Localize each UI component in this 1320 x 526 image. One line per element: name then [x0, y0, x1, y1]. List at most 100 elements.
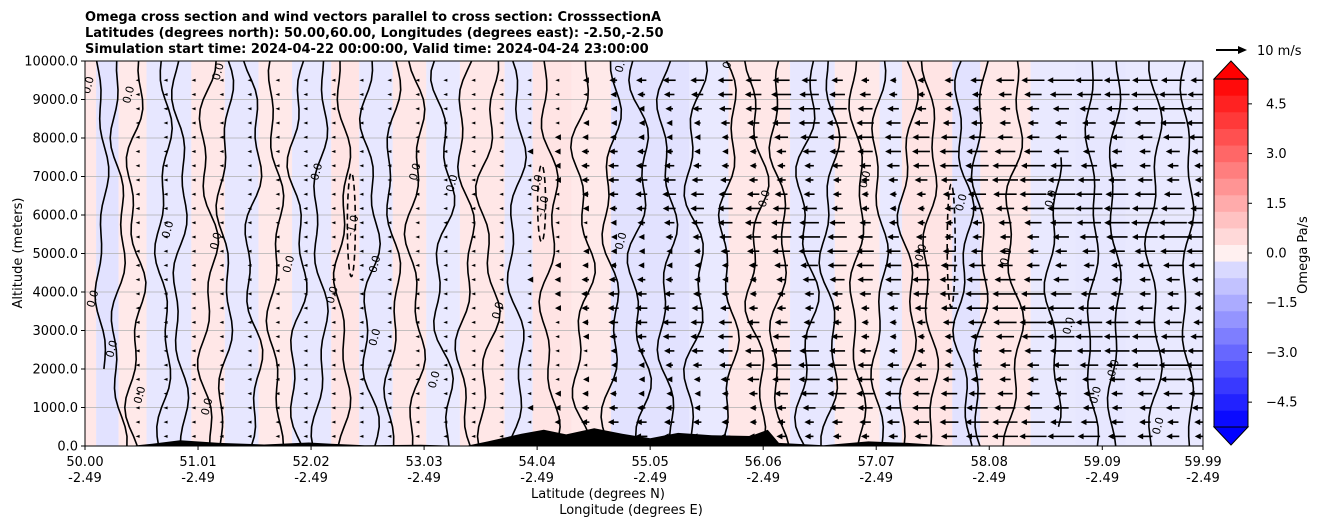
wind-vector: [992, 162, 1018, 169]
wind-vector-head: [471, 278, 476, 282]
wind-vector: [999, 248, 1011, 255]
wind-vector-head: [555, 78, 560, 82]
wind-vector-head: [387, 263, 392, 267]
wind-vector: [583, 363, 588, 367]
wind-vector: [1137, 433, 1153, 440]
wind-vector: [611, 362, 618, 369]
wind-vector: [749, 404, 757, 411]
wind-vector: [694, 390, 701, 397]
wind-vector: [527, 377, 532, 381]
wind-vector-head: [798, 376, 805, 383]
wind-vector: [135, 406, 140, 410]
wind-vector-head: [443, 335, 448, 339]
wind-vector-head: [1079, 105, 1086, 112]
wind-vector: [387, 263, 392, 267]
wind-vector-head: [581, 419, 588, 426]
contour-line-zero: [403, 61, 427, 446]
wind-vector: [527, 92, 532, 96]
wind-vector: [1110, 290, 1124, 297]
wind-vector-head: [829, 276, 836, 283]
wind-vector-head: [331, 107, 336, 111]
wind-vector: [1019, 176, 1047, 183]
wind-vector: [1111, 262, 1123, 269]
wind-vector: [798, 376, 820, 383]
wind-vector-head: [748, 134, 755, 141]
wind-vector: [917, 91, 925, 98]
wind-vector: [857, 362, 873, 369]
wind-vector-head: [415, 377, 420, 381]
wind-vector-head: [884, 134, 891, 141]
wind-vector-head: [636, 77, 643, 84]
wind-vector-head: [443, 192, 448, 196]
wind-vector: [1160, 376, 1186, 383]
wind-vector: [965, 176, 989, 183]
wind-vector: [691, 347, 704, 354]
wind-vector-head: [135, 292, 140, 296]
wind-vector-head: [1158, 347, 1165, 354]
wind-vector-head: [692, 162, 699, 169]
wind-vector: [331, 178, 336, 182]
wind-vector: [1139, 276, 1151, 283]
wind-vector-head: [885, 148, 892, 155]
wind-vector: [499, 392, 504, 396]
wind-vector: [583, 235, 588, 239]
wind-vector: [331, 320, 336, 324]
wind-vector: [331, 420, 336, 424]
wind-vector-head: [163, 178, 168, 182]
wind-vector-head: [527, 263, 532, 267]
wind-vector-head: [970, 119, 977, 126]
wind-vector-head: [748, 176, 755, 183]
wind-vector: [191, 221, 196, 225]
wind-vector-head: [857, 233, 864, 240]
wind-vector: [359, 164, 364, 168]
wind-vector: [387, 78, 392, 82]
wind-vector-head: [471, 349, 476, 353]
wind-vector: [163, 406, 168, 410]
wind-vector-head: [303, 320, 308, 324]
wind-vector: [555, 335, 560, 339]
wind-vector-head: [331, 335, 336, 339]
wind-vector-head: [163, 335, 168, 339]
wind-vector: [527, 178, 532, 182]
wind-vector: [471, 135, 476, 139]
wind-vector: [607, 176, 619, 183]
wind-vector-head: [718, 319, 725, 326]
wind-vector-head: [944, 105, 951, 112]
wind-vector-head: [972, 233, 979, 240]
wind-vector-head: [583, 248, 590, 255]
wind-vector-head: [720, 376, 727, 383]
wind-vector-head: [997, 262, 1004, 269]
wind-vector: [889, 333, 897, 340]
contour-label: 0.0: [489, 300, 506, 320]
wind-vector-head: [219, 164, 224, 168]
wind-vector-head: [331, 149, 336, 153]
wind-vector-head: [331, 306, 336, 310]
wind-vector-head: [219, 335, 224, 339]
wind-vector: [1131, 333, 1158, 340]
x-tick-label-lat: 54.04: [519, 455, 556, 470]
wind-vector-head: [1105, 191, 1112, 198]
wind-vector-head: [415, 278, 420, 282]
wind-vector-head: [991, 433, 998, 440]
wind-vector-head: [1188, 134, 1195, 141]
wind-vector-head: [772, 248, 779, 255]
wind-vector-head: [944, 233, 951, 240]
wind-vector: [611, 105, 618, 112]
wind-vector: [1137, 305, 1153, 312]
wind-vector-head: [275, 292, 280, 296]
wind-vector-head: [499, 121, 504, 125]
wind-vector-head: [359, 306, 364, 310]
wind-vector: [827, 134, 847, 141]
wind-vector: [1186, 248, 1203, 255]
wind-vector: [772, 205, 790, 212]
wind-vector: [219, 349, 224, 353]
wind-vector-head: [718, 191, 725, 198]
wind-vector: [1104, 219, 1130, 226]
wind-vector: [1185, 233, 1203, 240]
wind-vector: [1026, 233, 1040, 240]
wind-vector: [135, 420, 140, 424]
wind-vector: [219, 278, 224, 282]
wind-vector-head: [1019, 176, 1026, 183]
wind-vector-head: [999, 233, 1006, 240]
wind-vector-head: [776, 305, 783, 312]
